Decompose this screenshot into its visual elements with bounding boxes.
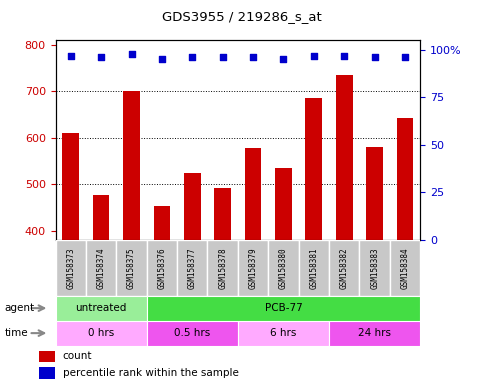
Point (67, 53, 74, 59)
Point (97, 55, 105, 61)
Bar (56, 321, 147, 346)
Bar (245, 148, 261, 240)
Bar (336, 75, 353, 240)
Point (128, 51, 135, 57)
Bar (147, 296, 420, 321)
Bar (275, 168, 292, 240)
Point (249, 55, 257, 61)
Text: GSM158375: GSM158375 (127, 247, 136, 289)
Bar (39, 367, 55, 379)
Bar (390, 240, 420, 296)
Text: time: time (5, 328, 28, 338)
Text: GSM158374: GSM158374 (97, 247, 106, 289)
Bar (214, 189, 231, 240)
Bar (93, 195, 110, 240)
Bar (147, 240, 177, 296)
Point (219, 55, 227, 61)
Text: GSM158380: GSM158380 (279, 247, 288, 289)
Bar (123, 91, 140, 240)
Text: GSM158383: GSM158383 (370, 247, 379, 289)
Bar (238, 321, 329, 346)
Text: PCB-77: PCB-77 (265, 303, 302, 313)
Text: percentile rank within the sample: percentile rank within the sample (62, 367, 239, 377)
Text: 0 hrs: 0 hrs (88, 328, 114, 338)
Text: GSM158384: GSM158384 (400, 247, 410, 289)
Text: 24 hrs: 24 hrs (358, 328, 391, 338)
Text: agent: agent (5, 303, 35, 313)
Text: GSM158373: GSM158373 (66, 247, 75, 289)
Text: GSM158377: GSM158377 (188, 247, 197, 289)
Point (158, 56, 166, 63)
Bar (39, 351, 55, 362)
Bar (56, 240, 86, 296)
Bar (397, 118, 413, 240)
Point (371, 55, 379, 61)
Bar (56, 296, 147, 321)
Text: GSM158382: GSM158382 (340, 247, 349, 289)
Text: count: count (62, 351, 92, 361)
Bar (147, 321, 238, 346)
Bar (154, 206, 170, 240)
Bar (177, 240, 208, 296)
Point (401, 55, 409, 61)
Text: GDS3955 / 219286_s_at: GDS3955 / 219286_s_at (162, 10, 321, 23)
Bar (329, 321, 420, 346)
Text: GSM158378: GSM158378 (218, 247, 227, 289)
Bar (359, 240, 390, 296)
Bar (238, 240, 268, 296)
Bar (208, 240, 238, 296)
Bar (268, 240, 298, 296)
Point (188, 55, 196, 61)
Text: GSM158376: GSM158376 (157, 247, 167, 289)
Text: 6 hrs: 6 hrs (270, 328, 297, 338)
Point (341, 53, 348, 59)
Bar (62, 133, 79, 240)
Text: GSM158379: GSM158379 (249, 247, 257, 289)
Bar (116, 240, 147, 296)
Bar (184, 173, 200, 240)
Text: GSM158381: GSM158381 (309, 247, 318, 289)
Text: untreated: untreated (75, 303, 127, 313)
Point (280, 56, 287, 63)
Bar (366, 147, 383, 240)
Point (310, 53, 318, 59)
Text: 0.5 hrs: 0.5 hrs (174, 328, 211, 338)
Bar (329, 240, 359, 296)
Bar (305, 98, 322, 240)
Bar (86, 240, 116, 296)
Bar (298, 240, 329, 296)
